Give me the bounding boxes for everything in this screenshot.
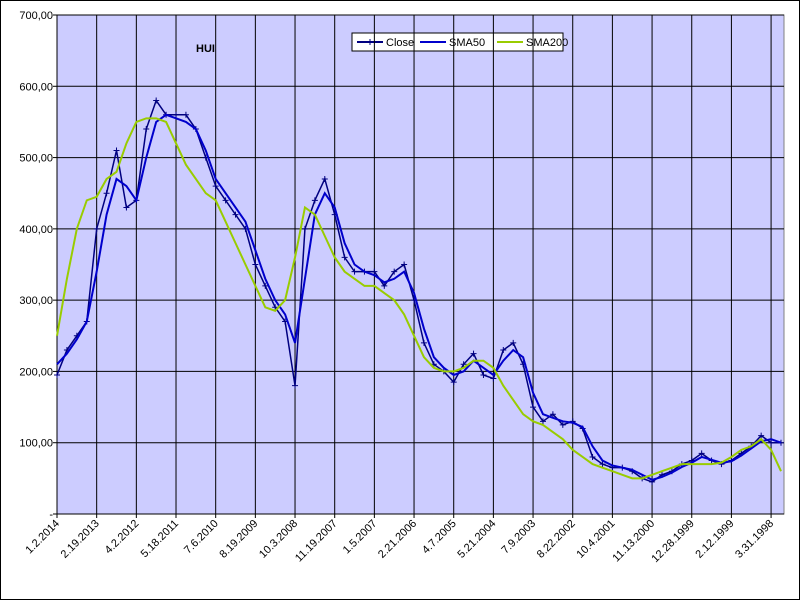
point-marker [113, 147, 120, 154]
annotation: HUI [196, 43, 215, 55]
point-marker [351, 268, 358, 275]
point-marker [470, 350, 477, 357]
point-marker [420, 339, 427, 346]
point-marker [54, 371, 60, 378]
point-marker [292, 382, 299, 389]
point-marker [341, 254, 348, 261]
point-marker [758, 432, 765, 439]
point-marker [450, 379, 457, 386]
legend-label: Close [386, 37, 414, 49]
point-marker [232, 211, 239, 218]
y-tick-label: 100,00 [19, 438, 53, 450]
point-marker [530, 404, 537, 411]
point-marker [539, 418, 546, 425]
series-line [56, 117, 782, 480]
y-tick-label: 700,00 [19, 10, 53, 22]
point-marker [768, 439, 775, 446]
y-tick-label: 200,00 [19, 366, 53, 378]
legend-marker [367, 39, 373, 45]
point-marker [321, 175, 328, 182]
point-marker [698, 450, 705, 457]
point-marker [252, 261, 259, 268]
y-tick-label: 400,00 [19, 224, 53, 236]
point-marker [153, 97, 160, 104]
point-marker [212, 183, 219, 190]
point-marker [371, 268, 378, 275]
point-marker [500, 347, 507, 354]
y-tick-label: - [49, 509, 53, 521]
point-marker [391, 268, 398, 275]
point-marker [222, 197, 229, 204]
point-marker [559, 421, 566, 428]
point-marker [103, 190, 110, 197]
legend-label: SMA200 [526, 37, 568, 49]
point-marker [93, 225, 100, 232]
plot-area [56, 14, 785, 515]
point-marker [510, 339, 517, 346]
point-marker [182, 111, 189, 118]
point-marker [143, 126, 150, 133]
point-marker [490, 375, 497, 382]
point-marker [401, 261, 408, 268]
point-marker [381, 282, 388, 289]
point-marker [589, 453, 596, 460]
y-tick-label: 600,00 [19, 81, 53, 93]
legend-label: SMA50 [449, 37, 485, 49]
y-tick-label: 500,00 [19, 153, 53, 165]
point-marker [173, 111, 180, 118]
legend [351, 32, 564, 52]
point-marker [480, 371, 487, 378]
point-marker [311, 197, 318, 204]
point-marker [301, 225, 308, 232]
legend-items: Close SMA50 SMA200 [357, 37, 568, 49]
point-marker [262, 282, 269, 289]
y-tick-label: 300,00 [19, 295, 53, 307]
point-marker [599, 461, 606, 468]
point-marker [123, 204, 130, 211]
point-marker [549, 411, 556, 418]
series-line [56, 113, 782, 481]
point-marker [460, 361, 467, 368]
